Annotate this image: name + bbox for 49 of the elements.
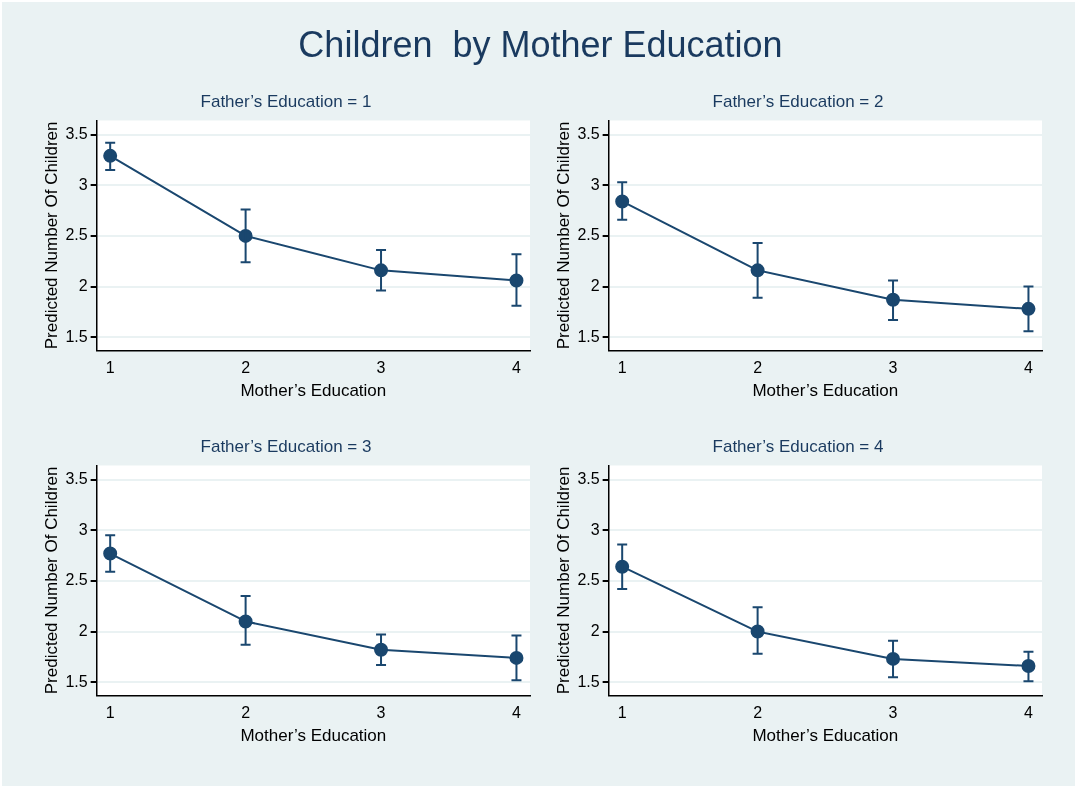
- y-tick-label: 3.5: [65, 469, 88, 487]
- x-tick-label: 4: [512, 704, 521, 722]
- x-tick-label: 2: [753, 704, 763, 722]
- y-tick-label: 2.5: [65, 571, 88, 589]
- x-tick-label: 1: [617, 359, 627, 377]
- y-tick-label: 2.5: [577, 226, 600, 244]
- y-tick-label: 3.5: [577, 469, 600, 487]
- x-tick-label: 4: [1024, 359, 1033, 377]
- x-tick-label: 4: [1024, 704, 1033, 722]
- x-axis-title: Mother’s Education: [752, 726, 899, 746]
- y-axis-title: Predicted Number Of Children: [41, 121, 61, 350]
- x-tick-label: 1: [105, 359, 115, 377]
- y-axis-title: Predicted Number Of Children: [41, 466, 61, 695]
- y-tick-label: 2: [78, 276, 88, 294]
- y-tick-label: 3: [78, 175, 88, 193]
- y-tick-label: 1.5: [577, 327, 600, 345]
- x-tick-label: 2: [241, 704, 251, 722]
- x-tick-label: 3: [376, 359, 386, 377]
- y-tick-label: 1.5: [577, 672, 600, 690]
- x-tick-label: 1: [105, 704, 115, 722]
- x-axis-title: Mother’s Education: [752, 381, 899, 401]
- x-tick-label: 1: [617, 704, 627, 722]
- y-tick-label: 3: [590, 175, 600, 193]
- x-tick-label: 2: [241, 359, 251, 377]
- x-tick-label: 4: [512, 359, 521, 377]
- y-axis-title: Predicted Number Of Children: [553, 466, 573, 695]
- y-tick-label: 2: [590, 276, 600, 294]
- chart-subtitle: Father’s Education = 3: [200, 436, 372, 456]
- y-tick-label: 2.5: [577, 571, 600, 589]
- x-tick-label: 3: [888, 704, 898, 722]
- y-tick-label: 3.5: [577, 124, 600, 142]
- x-tick-label: 3: [888, 359, 898, 377]
- chart-subtitle: Father’s Education = 4: [712, 436, 884, 456]
- y-tick-label: 3: [78, 520, 88, 538]
- y-tick-label: 3.5: [65, 124, 88, 142]
- x-tick-label: 3: [376, 704, 386, 722]
- y-tick-label: 2.5: [65, 226, 88, 244]
- y-tick-label: 2: [78, 621, 88, 639]
- x-axis-title: Mother’s Education: [240, 726, 387, 746]
- chart-title: Children by Mother Education: [297, 24, 784, 66]
- chart-subtitle: Father’s Education = 1: [200, 91, 372, 111]
- x-axis-title: Mother’s Education: [240, 381, 387, 401]
- y-tick-label: 2: [590, 621, 600, 639]
- y-axis-title: Predicted Number Of Children: [553, 121, 573, 350]
- y-tick-label: 1.5: [65, 672, 88, 690]
- x-tick-label: 2: [753, 359, 763, 377]
- chart-subtitle: Father’s Education = 2: [712, 91, 884, 111]
- y-tick-label: 3: [590, 520, 600, 538]
- y-tick-label: 1.5: [65, 327, 88, 345]
